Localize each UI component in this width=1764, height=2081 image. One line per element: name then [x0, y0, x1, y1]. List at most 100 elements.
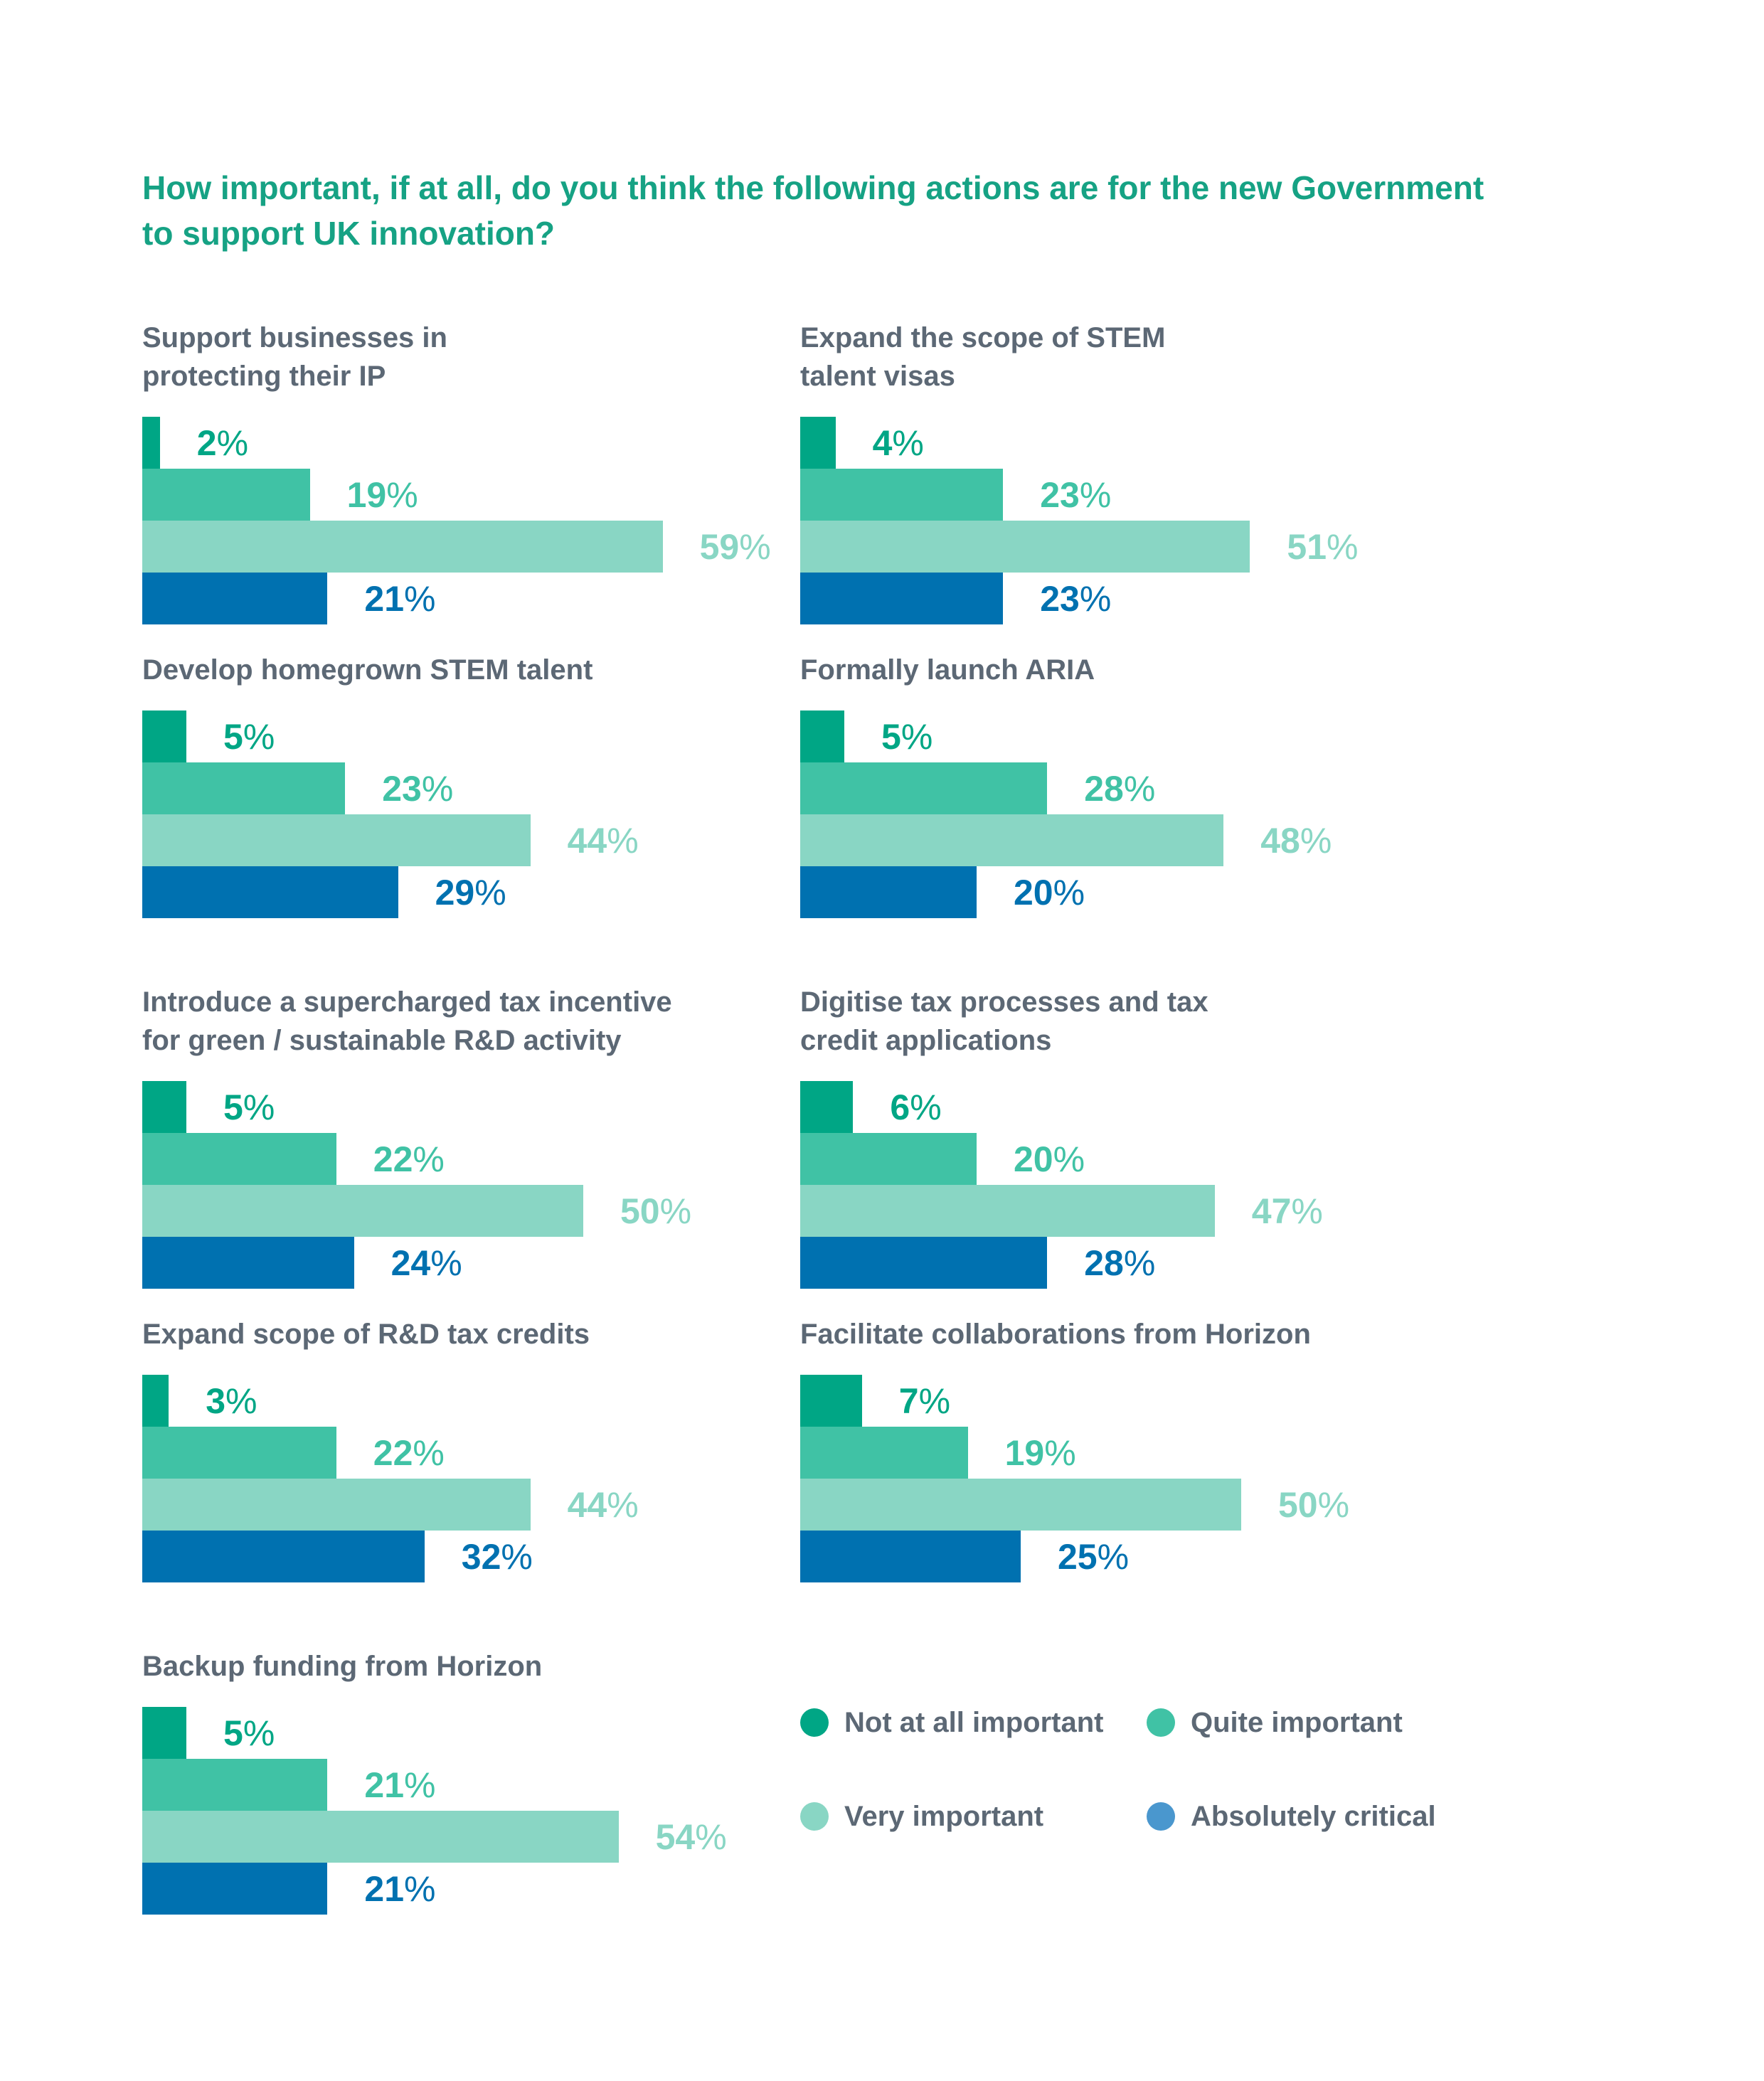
chart-block: Develop homegrown STEM talent 5% 23% 44% 29%: [142, 651, 800, 983]
bar-quite-important: [800, 762, 1048, 814]
bar-value-percent-sign: %: [243, 1087, 275, 1127]
bar-row: 5%: [142, 1707, 800, 1759]
bar-value-number: 51: [1287, 526, 1327, 567]
bar-value-label: 20%: [1014, 1141, 1085, 1177]
bar-value-percent-sign: %: [910, 1087, 942, 1127]
bar-value-label: 23%: [382, 771, 453, 807]
bar-value-label: 5%: [223, 1090, 275, 1125]
bar-value-number: 47: [1251, 1191, 1292, 1231]
legend: Not at all important Quite important Ver…: [800, 1647, 1458, 1979]
bar-value-label: 47%: [1252, 1193, 1323, 1229]
bar-row: 21%: [142, 1759, 800, 1811]
chart-title-line: credit applications: [800, 1025, 1052, 1056]
bar-row: 25%: [800, 1531, 1458, 1582]
bar-value-number: 23: [1040, 474, 1080, 515]
bar-value-label: 59%: [700, 529, 771, 565]
bar-value-percent-sign: %: [243, 716, 275, 757]
bar-value-number: 21: [364, 1868, 405, 1909]
bar-not-at-all-important: [800, 1081, 854, 1133]
bar-value-percent-sign: %: [1327, 526, 1359, 567]
bar-row: 3%: [142, 1375, 800, 1427]
bar-value-percent-sign: %: [225, 1380, 257, 1421]
bar-value-percent-sign: %: [1079, 474, 1112, 515]
bar-value-label: 29%: [435, 875, 506, 910]
legend-item-not-at-all-important: Not at all important: [800, 1707, 1147, 1739]
bar-value-number: 28: [1084, 1242, 1124, 1283]
bar-group: 3% 22% 44% 32%: [142, 1375, 800, 1582]
bar-value-number: 5: [881, 716, 901, 757]
bar-row: 48%: [800, 814, 1458, 866]
bar-row: 51%: [800, 521, 1458, 573]
bar-value-percent-sign: %: [1079, 578, 1112, 619]
bar-value-percent-sign: %: [1123, 1242, 1156, 1283]
bar-group: 6% 20% 47% 28%: [800, 1081, 1458, 1289]
bar-row: 29%: [142, 866, 800, 918]
chart-block: Backup funding from Horizon 5% 21% 54% 21%: [142, 1647, 800, 1979]
bar-row: 22%: [142, 1427, 800, 1479]
bar-value-label: 5%: [223, 719, 275, 755]
legend-item-quite-important: Quite important: [1147, 1707, 1458, 1739]
bar-value-percent-sign: %: [918, 1380, 951, 1421]
bar-value-percent-sign: %: [421, 768, 454, 809]
bar-value-percent-sign: %: [695, 1816, 727, 1857]
bar-absolutely-critical: [800, 1237, 1048, 1289]
bar-value-label: 2%: [197, 425, 248, 461]
chart-title-line: Introduce a supercharged tax incentive: [142, 986, 672, 1018]
bar-value-percent-sign: %: [1123, 768, 1156, 809]
bar-value-label: 6%: [890, 1090, 941, 1125]
bar-value-number: 2: [196, 422, 217, 463]
bar-value-number: 3: [206, 1380, 225, 1421]
chart-title-line: talent visas: [800, 361, 955, 392]
bar-row: 44%: [142, 1479, 800, 1531]
bar-quite-important: [142, 469, 310, 521]
bar-value-label: 20%: [1014, 875, 1085, 910]
bar-value-label: 4%: [873, 425, 924, 461]
bar-value-label: 54%: [656, 1819, 727, 1855]
legend-label: Quite important: [1191, 1706, 1403, 1738]
bar-value-percent-sign: %: [386, 474, 418, 515]
bar-row: 54%: [142, 1811, 800, 1863]
bar-value-percent-sign: %: [892, 422, 924, 463]
bar-row: 28%: [800, 1237, 1458, 1289]
bar-value-number: 59: [699, 526, 740, 567]
bar-quite-important: [142, 1133, 336, 1185]
bar-absolutely-critical: [142, 1863, 328, 1915]
bar-value-number: 19: [1004, 1432, 1045, 1473]
bar-value-number: 5: [223, 716, 243, 757]
infographic-page: How important, if at all, do you think t…: [142, 169, 1764, 1979]
bar-value-number: 32: [461, 1536, 501, 1577]
chart-block: Facilitate collaborations from Horizon 7%…: [800, 1315, 1458, 1647]
chart-block: Expand scope of R&D tax credits 3% 22% 44% 3…: [142, 1315, 800, 1647]
bar-value-number: 54: [655, 1816, 696, 1857]
chart-block: Formally launch ARIA 5% 28% 48% 20%: [800, 651, 1458, 983]
bar-row: 20%: [800, 866, 1458, 918]
bar-row: 47%: [800, 1185, 1458, 1237]
bar-value-label: 22%: [373, 1435, 445, 1471]
chart-block: Digitise tax processes and tax credit app…: [800, 983, 1458, 1315]
bar-value-percent-sign: %: [739, 526, 771, 567]
chart-title-line: Expand scope of R&D tax credits: [142, 1319, 590, 1350]
bar-group: 2% 19% 59% 21%: [142, 417, 800, 624]
bar-value-number: 25: [1058, 1536, 1098, 1577]
chart-title-line: for green / sustainable R&D activity: [142, 1025, 622, 1056]
bar-value-number: 20: [1014, 1139, 1053, 1179]
charts-grid: Support businesses in protecting their IP…: [142, 319, 1764, 1979]
bar-quite-important: [142, 762, 346, 814]
chart-title: Backup funding from Horizon: [142, 1647, 800, 1686]
bar-quite-important: [800, 1133, 977, 1185]
bar-value-number: 21: [364, 578, 405, 619]
bar-absolutely-critical: [142, 1237, 354, 1289]
bar-value-number: 23: [382, 768, 422, 809]
bar-value-label: 24%: [391, 1245, 462, 1281]
bar-quite-important: [800, 469, 1004, 521]
legend-item-very-important: Very important: [800, 1801, 1147, 1833]
bar-very-important: [800, 814, 1224, 866]
bar-value-label: 22%: [373, 1141, 445, 1177]
bar-row: 2%: [142, 417, 800, 469]
bar-absolutely-critical: [142, 1531, 425, 1582]
bar-value-label: 25%: [1058, 1539, 1129, 1575]
chart-title: Expand the scope of STEM talent visas: [800, 319, 1458, 395]
bar-value-number: 29: [435, 872, 475, 912]
bar-value-number: 22: [373, 1139, 413, 1179]
chart-title-line: Develop homegrown STEM talent: [142, 654, 593, 686]
